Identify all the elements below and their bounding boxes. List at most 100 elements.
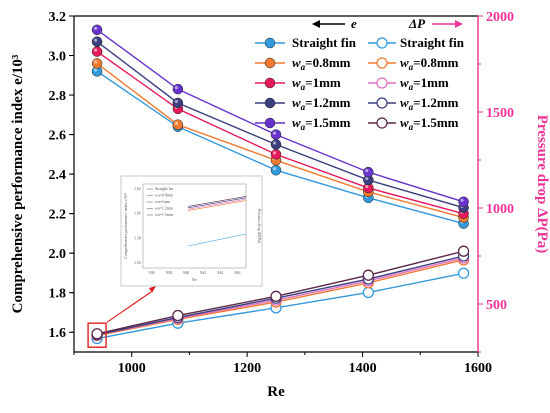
- legend-dp-label: wa=1mm: [400, 75, 449, 92]
- x-axis-label: Re: [267, 384, 285, 400]
- legend-e-label: Straight fin: [292, 35, 357, 50]
- inset-legend-label: Straight fin: [155, 186, 173, 191]
- e-point-highlight: [365, 184, 369, 189]
- e-point-highlight: [272, 151, 277, 155]
- inset-legend-label: wa=0.8mm: [155, 193, 174, 198]
- legend-arrow-e-head: [312, 20, 320, 28]
- inset-x-tick: 940: [183, 270, 189, 275]
- y-right-tick-label: 1500: [486, 106, 514, 121]
- inset-series-line: [187, 197, 247, 209]
- e-point-highlight: [272, 167, 277, 171]
- inset-y-tick: 1.60: [134, 211, 141, 216]
- e-point-highlight: [272, 131, 277, 135]
- inset-y-tick: 1.58: [134, 235, 141, 240]
- legend-header-e: e: [351, 16, 357, 31]
- e-series-point: [172, 119, 184, 130]
- e-series-point: [91, 24, 103, 36]
- y-left-tick-label: 2.6: [49, 129, 67, 144]
- legend-dp-label: Straight fin: [400, 35, 465, 50]
- legend-dp-swatch-marker: [376, 97, 388, 109]
- e-point-highlight: [93, 60, 98, 64]
- inset-x-label: Re: [192, 277, 197, 282]
- e-point-highlight: [93, 26, 98, 30]
- e-series-point: [91, 36, 103, 47]
- e-series-point: [172, 97, 184, 109]
- legend-dp-swatch-marker: [376, 77, 388, 89]
- inset-x-tick: 944: [217, 270, 223, 275]
- y-right-tick-label: 500: [486, 298, 507, 313]
- legend-dp-swatch-marker: [376, 57, 388, 69]
- e-point-highlight: [93, 38, 98, 42]
- legend-e-swatch-marker: [264, 77, 276, 89]
- inset-legend-label: wa=1mm: [155, 199, 171, 204]
- inset-y-right-label: Pressure drop ΔP(Pa): [257, 209, 262, 244]
- y-left-tick-label: 3.2: [49, 10, 67, 25]
- inset-series-line: [187, 233, 247, 247]
- e-point-highlight: [93, 68, 98, 72]
- inset-series-line: [187, 198, 247, 210]
- legend-dp-swatch-marker: [376, 117, 388, 129]
- e-point-highlight: [174, 99, 178, 104]
- dp-series-point: [457, 267, 470, 279]
- dp-series-point: [270, 290, 282, 302]
- inset-legend-label: wa=1.5mm: [155, 212, 174, 217]
- legend-arrow-dp-head: [455, 20, 463, 28]
- inset-x-tick: 946: [234, 270, 240, 275]
- e-series-point: [270, 129, 282, 140]
- inset-series-line: [187, 196, 247, 207]
- inset-panel: [120, 175, 263, 287]
- e-point-highlight: [174, 121, 178, 125]
- inset-x-tick: 938: [166, 270, 172, 275]
- zoom-arrow-line: [106, 291, 152, 323]
- y-left-tick-label: 3.0: [49, 50, 67, 65]
- legend-e-swatch-marker: [264, 117, 276, 129]
- e-point-highlight: [174, 86, 178, 90]
- inset-y-tick: 1.62: [134, 186, 141, 191]
- e-series-point: [172, 83, 184, 95]
- dp-series-point: [457, 245, 470, 257]
- e-point-highlight: [460, 198, 464, 202]
- legend-e-label: wa=1.5mm: [292, 115, 351, 132]
- inset-legend-label: wa=1.2mm: [155, 206, 174, 211]
- inset-y-tick: 1.56: [134, 260, 141, 265]
- legend-e-swatch-marker: [264, 57, 276, 69]
- y-right-tick-label: 1000: [486, 202, 514, 217]
- legend-dp-swatch-marker: [376, 37, 388, 49]
- inset-y-left-label: Comprehensive performance index e/10³: [123, 193, 128, 259]
- y-axis-right-label: Pressure drop ΔP(Pa): [534, 115, 550, 254]
- dp-series-point: [91, 328, 103, 340]
- legend-dp-label: wa=1.2mm: [400, 95, 459, 112]
- y-axis-left-label: Comprehensive performance index e/10³: [10, 54, 26, 313]
- e-series-point: [91, 46, 103, 57]
- y-left-tick-label: 2.2: [49, 208, 67, 223]
- e-series-point: [270, 149, 282, 160]
- inset-plot-frame: [142, 183, 247, 269]
- x-tick-label: 1000: [118, 361, 146, 376]
- e-series-point: [270, 139, 282, 150]
- e-series-point: [270, 164, 282, 176]
- legend-e-label: wa=1mm: [292, 75, 341, 92]
- legend-e-swatch-marker: [264, 97, 276, 109]
- legend-dp-label: wa=0.8mm: [400, 55, 459, 72]
- legend-header-dp: ΔP: [408, 16, 426, 31]
- e-series-point: [363, 166, 374, 178]
- legend-e-label: wa=0.8mm: [292, 55, 351, 72]
- e-point-highlight: [272, 141, 277, 145]
- zoom-highlight-box: [87, 322, 107, 348]
- zoom-arrow-head: [149, 286, 156, 293]
- y-right-tick-label: 2000: [486, 10, 514, 25]
- y-left-tick-label: 1.8: [49, 287, 67, 302]
- dp-series-point: [172, 309, 184, 322]
- inset-x-tick: 942: [200, 270, 206, 275]
- e-series-point: [91, 58, 103, 69]
- e-point-highlight: [365, 176, 369, 181]
- y-left-tick-label: 2.4: [49, 168, 67, 183]
- legend-e-label: wa=1.2mm: [292, 95, 351, 112]
- e-point-highlight: [93, 48, 98, 52]
- y-left-tick-label: 2.8: [49, 89, 67, 104]
- y-left-tick-label: 2.0: [49, 247, 67, 262]
- legend-e-swatch-marker: [264, 37, 276, 49]
- legend-dp-label: wa=1.5mm: [400, 115, 459, 132]
- x-tick-label: 1400: [349, 361, 377, 376]
